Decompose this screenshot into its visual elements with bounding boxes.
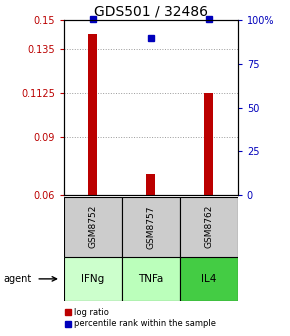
Text: IL4: IL4 [201, 274, 217, 284]
Bar [64, 197, 122, 257]
Bar [122, 257, 180, 301]
Text: GSM8752: GSM8752 [88, 205, 97, 249]
Bar [204, 93, 213, 195]
Text: GSM8762: GSM8762 [204, 205, 213, 249]
Bar [180, 257, 238, 301]
Bar [122, 197, 180, 257]
Text: GSM8757: GSM8757 [146, 205, 155, 249]
Title: GDS501 / 32486: GDS501 / 32486 [94, 5, 208, 19]
Text: TNFa: TNFa [138, 274, 164, 284]
Text: agent: agent [3, 274, 31, 284]
Bar [88, 34, 97, 195]
Bar [146, 173, 155, 195]
Legend: log ratio, percentile rank within the sample: log ratio, percentile rank within the sa… [62, 305, 219, 332]
Bar [64, 257, 122, 301]
Text: IFNg: IFNg [81, 274, 104, 284]
Bar [180, 197, 238, 257]
